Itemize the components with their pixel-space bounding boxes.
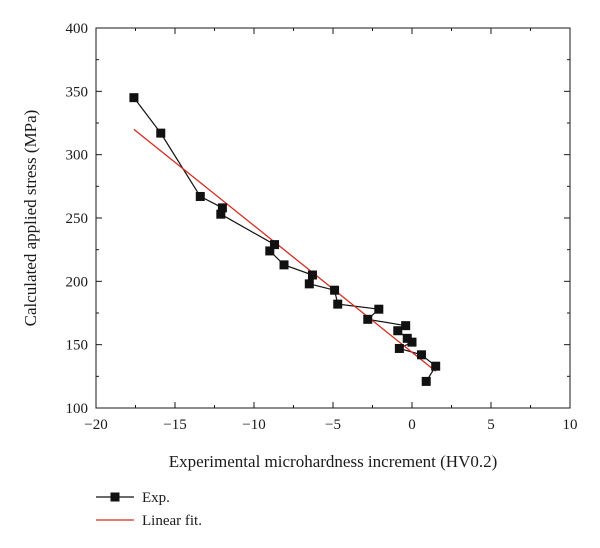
exp-data-point bbox=[156, 128, 166, 138]
exp-data-point bbox=[402, 333, 412, 343]
y-tick-label: 250 bbox=[66, 211, 89, 227]
x-tick-label: −15 bbox=[163, 417, 186, 433]
series bbox=[129, 93, 441, 386]
exp-data-point bbox=[431, 361, 441, 371]
x-tick-label: −5 bbox=[325, 417, 341, 433]
exp-series-line bbox=[133, 97, 437, 382]
y-tick-label: 350 bbox=[66, 84, 89, 100]
exp-data-point bbox=[217, 203, 227, 213]
axis-ticks: −20 −15 −10 −5 0 5 10 100 150 200 250 300 350 400 bbox=[66, 21, 578, 433]
exp-data-point bbox=[216, 209, 226, 219]
exp-data-point bbox=[394, 343, 404, 353]
exp-data-point bbox=[265, 246, 275, 256]
exp-data-point bbox=[421, 376, 431, 386]
legend-linear-fit-label: Linear fit. bbox=[142, 513, 202, 529]
x-tick-label: −10 bbox=[242, 417, 265, 433]
x-tick-label: 0 bbox=[408, 417, 416, 433]
y-tick-label: 100 bbox=[66, 401, 89, 417]
exp-data-point bbox=[333, 299, 343, 309]
x-tick-label: 10 bbox=[563, 417, 578, 433]
plot-frame-rect bbox=[95, 27, 571, 409]
x-axis-title: Experimental microhardness increment (HV… bbox=[169, 452, 498, 471]
y-tick-label: 300 bbox=[66, 148, 89, 164]
exp-data-point bbox=[374, 304, 384, 314]
x-tick-label: −20 bbox=[84, 417, 107, 433]
exp-data-point bbox=[393, 326, 403, 336]
legend-entry-exp: Exp. bbox=[96, 490, 170, 506]
exp-data-point bbox=[407, 337, 417, 347]
legend-exp-marker bbox=[110, 492, 120, 502]
legend-exp-label: Exp. bbox=[142, 490, 170, 506]
legend: Exp. Linear fit. bbox=[96, 490, 202, 529]
exp-data-point bbox=[279, 260, 289, 270]
legend-entry-linear-fit: Linear fit. bbox=[96, 513, 202, 529]
exp-data-point bbox=[307, 270, 317, 280]
y-tick-label: 150 bbox=[66, 338, 89, 354]
x-tick-label: 5 bbox=[487, 417, 495, 433]
exp-data-point bbox=[195, 191, 205, 201]
y-tick-label: 200 bbox=[66, 274, 89, 290]
exp-data-point bbox=[330, 285, 340, 295]
exp-data-point bbox=[401, 321, 411, 331]
linear-fit-line bbox=[133, 128, 437, 372]
y-tick-label: 400 bbox=[66, 21, 89, 37]
plot-frame bbox=[95, 27, 571, 409]
y-axis-title: Calculated applied stress (MPa) bbox=[21, 110, 40, 327]
exp-data-point bbox=[304, 279, 314, 289]
exp-data-point bbox=[270, 240, 280, 250]
exp-data-point bbox=[129, 93, 139, 103]
exp-data-point bbox=[416, 350, 426, 360]
exp-data-point bbox=[363, 314, 373, 324]
